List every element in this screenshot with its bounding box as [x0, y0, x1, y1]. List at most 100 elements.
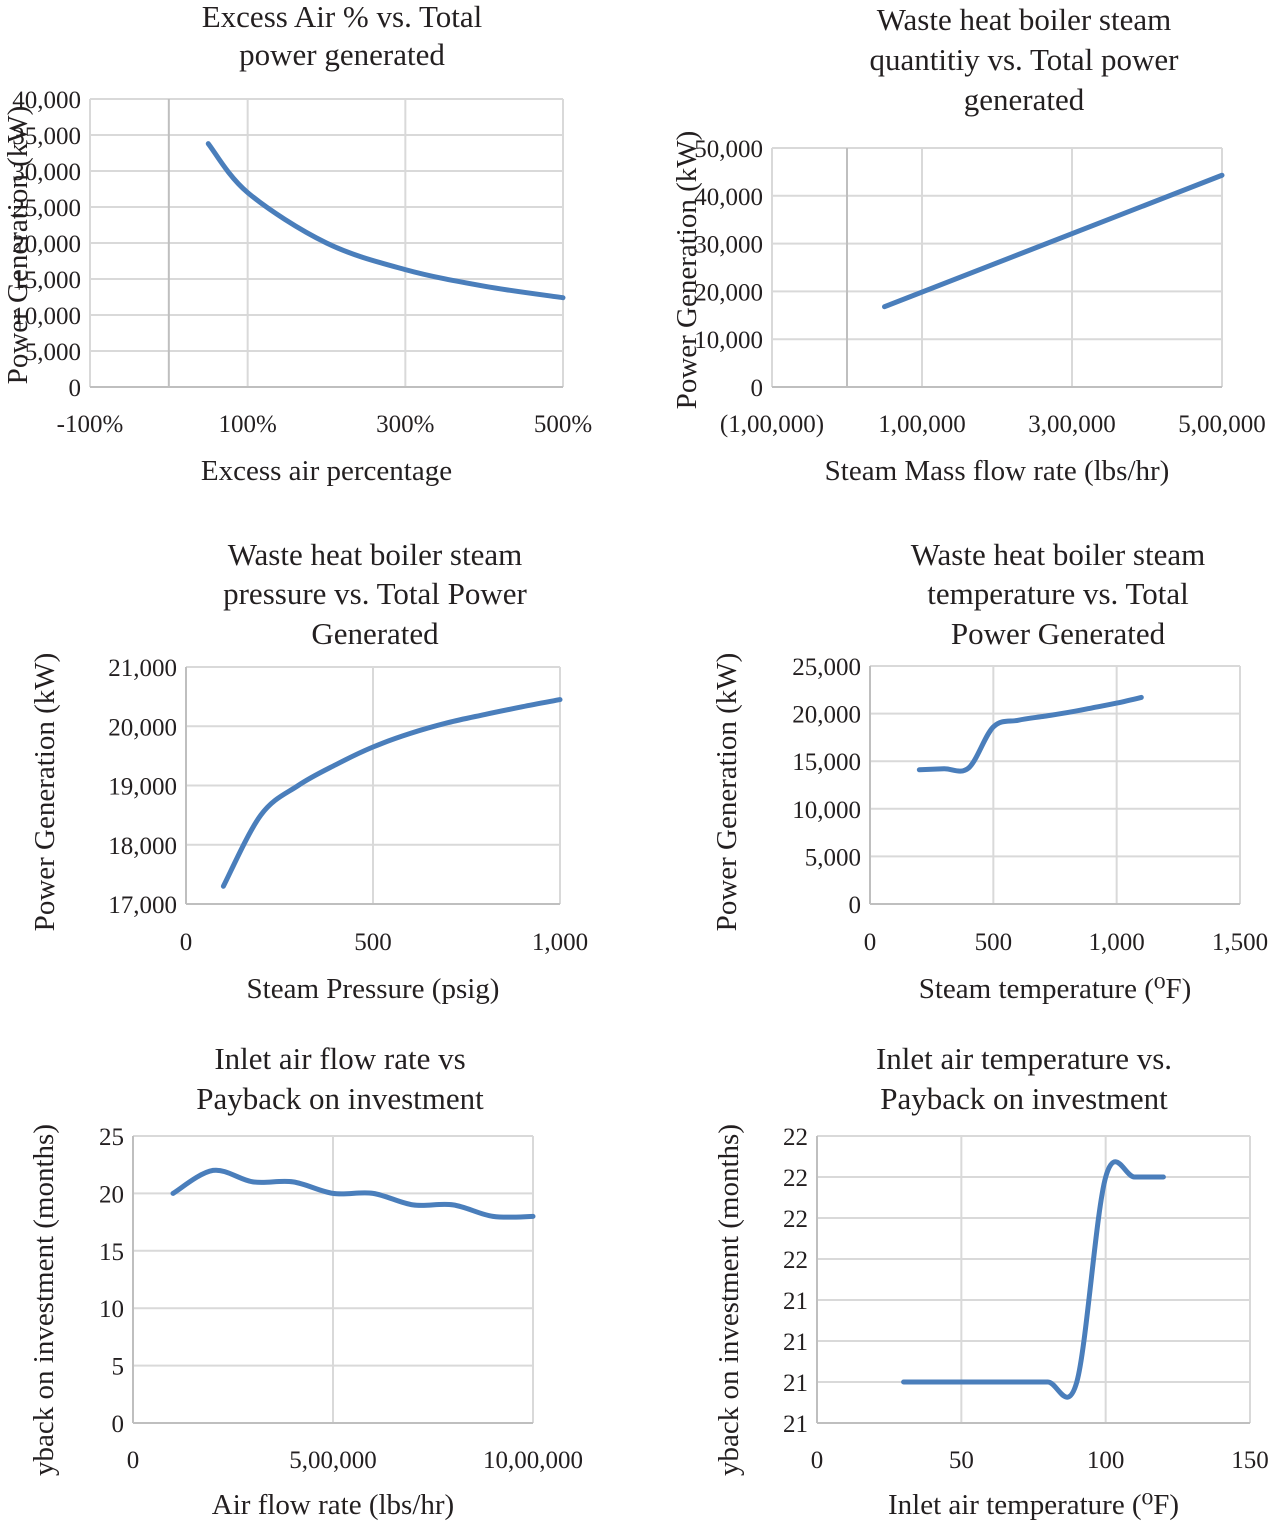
y-tick-label: 21 — [783, 1288, 808, 1315]
chart-title-line: Waste heat boiler steam — [877, 2, 1171, 37]
y-tick-label: 10 — [99, 1296, 124, 1323]
chart-title-line: power generated — [239, 37, 445, 72]
y-tick-label: 5 — [112, 1354, 125, 1381]
y-axis-title: Power Generation (kW) — [711, 653, 743, 932]
series-line — [882, 172, 1225, 310]
x-tick-label: -100% — [57, 411, 124, 438]
y-tick-label: 15,000 — [792, 749, 861, 776]
x-tick-label: 150 — [1231, 1447, 1269, 1474]
y-tick-label: 0 — [849, 892, 862, 919]
x-tick-label: (1,00,000) — [720, 411, 824, 438]
chart-title-line: quantitiy vs. Total power — [870, 42, 1180, 77]
y-tick-label: 50,000 — [694, 136, 763, 163]
chart-title-line: Waste heat boiler steam — [228, 537, 522, 572]
y-tick-label: 40,000 — [694, 184, 763, 211]
y-tick-label: 15 — [99, 1239, 124, 1266]
y-tick-label: 25,000 — [792, 654, 861, 681]
y-tick-label: 10,000 — [792, 797, 861, 824]
y-tick-label: 25,000 — [12, 195, 81, 222]
chart-title-line: temperature vs. Total — [927, 576, 1189, 611]
y-tick-label: 20 — [99, 1181, 124, 1208]
series-line — [220, 697, 563, 889]
x-tick-label: 500% — [534, 411, 592, 438]
x-tick-label: 500 — [354, 929, 392, 956]
chart-6: Inlet air temperature vs. Payback on inve… — [713, 1041, 1269, 1521]
y-tick-label: 20,000 — [108, 714, 177, 741]
chart-title-line: Inlet air temperature vs. — [876, 1041, 1172, 1076]
x-tick-label: 0 — [127, 1447, 140, 1474]
series-line — [916, 694, 1144, 774]
y-axis-title: Power Generation (kW) — [2, 106, 34, 385]
chart-title-line: Payback on investment — [880, 1081, 1168, 1116]
y-tick-label: 22 — [783, 1124, 808, 1151]
y-tick-label: 15,000 — [12, 267, 81, 294]
y-tick-label: 0 — [112, 1411, 125, 1438]
y-tick-label: 0 — [69, 375, 82, 402]
chart-title-line: Excess Air % vs. Total — [202, 0, 483, 34]
y-tick-label: 22 — [783, 1165, 808, 1192]
y-tick-label: 10,000 — [12, 303, 81, 330]
y-tick-label: 22 — [783, 1206, 808, 1233]
x-tick-label: 1,000 — [532, 929, 588, 956]
x-tick-label: 5,00,000 — [1178, 411, 1266, 438]
chart-3: Waste heat boiler steam pressure vs. Tota… — [29, 537, 588, 1005]
chart-title-line: Generated — [311, 616, 439, 651]
y-tick-label: 10,000 — [694, 327, 763, 354]
x-tick-label: 50 — [949, 1447, 974, 1474]
x-axis-title: Steam Mass flow rate (lbs/hr) — [825, 455, 1170, 487]
x-tick-label: 0 — [811, 1447, 824, 1474]
y-tick-label: 20,000 — [12, 231, 81, 258]
x-axis-title: Air flow rate (lbs/hr) — [212, 1489, 454, 1521]
chart-title-line: Waste heat boiler steam — [911, 537, 1205, 572]
x-tick-label: 300% — [376, 411, 434, 438]
y-tick-label: 5,000 — [805, 844, 861, 871]
y-tick-label: 30,000 — [12, 159, 81, 186]
y-tick-label: 21 — [783, 1370, 808, 1397]
x-tick-label: 0 — [864, 929, 877, 956]
x-tick-label: 500 — [975, 929, 1013, 956]
x-tick-label: 5,00,000 — [289, 1447, 377, 1474]
chart-title-line: Payback on investment — [196, 1081, 484, 1116]
y-tick-label: 22 — [783, 1247, 808, 1274]
x-axis-title: Excess air percentage — [201, 455, 452, 487]
x-axis-title: Steam Pressure (psig) — [247, 973, 500, 1005]
chart-title-line: Inlet air flow rate vs — [214, 1041, 465, 1076]
y-tick-label: 40,000 — [12, 87, 81, 114]
y-tick-label: 19,000 — [108, 774, 177, 801]
y-axis-title: yback on investment (months) — [713, 1124, 745, 1476]
series-line — [901, 1159, 1166, 1400]
y-tick-label: 21 — [783, 1411, 808, 1438]
y-tick-label: 5,000 — [25, 339, 81, 366]
x-tick-label: 10,00,000 — [483, 1447, 583, 1474]
y-tick-label: 25 — [99, 1124, 124, 1151]
y-tick-label: 20,000 — [694, 279, 763, 306]
y-axis-title: Power Generation (kW) — [29, 653, 61, 932]
y-tick-label: 18,000 — [108, 833, 177, 860]
chart-title-line: pressure vs. Total Power — [223, 576, 527, 611]
chart-4: Waste heat boiler steam temperature vs. T… — [711, 537, 1268, 1005]
chart-5: Inlet air flow rate vs Payback on investm… — [28, 1041, 583, 1521]
x-tick-label: 1,00,000 — [878, 411, 966, 438]
x-tick-label: 100% — [219, 411, 277, 438]
x-tick-label: 100 — [1087, 1447, 1125, 1474]
chart-title-line: Power Generated — [951, 616, 1166, 651]
x-tick-label: 1,000 — [1089, 929, 1145, 956]
x-axis-title: Inlet air temperature (⁰F) — [888, 1489, 1179, 1521]
chart-2: Waste heat boiler steam quantitiy vs. Tot… — [671, 2, 1266, 487]
y-tick-label: 21,000 — [108, 655, 177, 682]
y-tick-label: 21 — [783, 1329, 808, 1356]
chart-title-line: generated — [964, 82, 1085, 117]
x-tick-label: 3,00,000 — [1028, 411, 1116, 438]
series-line — [205, 141, 566, 301]
y-tick-label: 0 — [751, 375, 764, 402]
series-line — [170, 1167, 536, 1220]
x-tick-label: 0 — [180, 929, 193, 956]
y-tick-label: 20,000 — [792, 702, 861, 729]
y-tick-label: 30,000 — [694, 232, 763, 259]
y-tick-label: 17,000 — [108, 892, 177, 919]
y-axis-title: Power Generation (kW) — [671, 131, 703, 410]
y-axis-title: yback on investment (months) — [28, 1124, 60, 1476]
y-tick-label: 35,000 — [12, 123, 81, 150]
